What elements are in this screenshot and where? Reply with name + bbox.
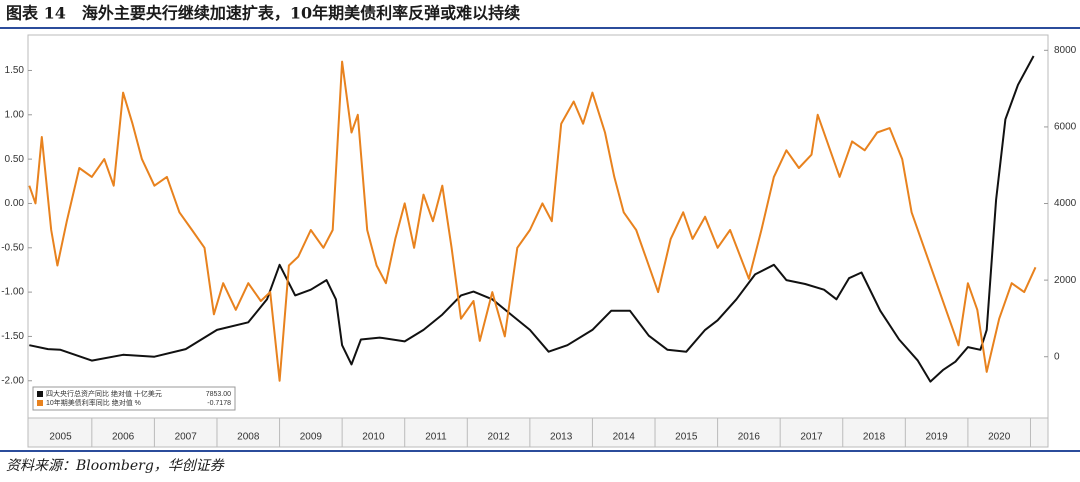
- chart-title: 图表 14 海外主要央行继续加速扩表，10年期美债利率反弹或难以持续: [6, 4, 520, 23]
- plot-area: [27, 34, 1049, 419]
- y-tick-label: -0.50: [1, 242, 24, 253]
- x-tick-label: 2016: [738, 432, 761, 443]
- x-tick-label: 2019: [925, 432, 948, 443]
- source-note: 资料来源：Bloomberg，华创证券: [6, 458, 225, 474]
- y-tick-label: -1.50: [1, 331, 24, 342]
- x-tick-label: 2013: [550, 432, 573, 443]
- y-tick-label: 1.00: [5, 109, 25, 120]
- x-tick-label: 2012: [487, 432, 510, 443]
- x-tick-label: 2011: [425, 432, 447, 443]
- x-tick-label: 2005: [49, 432, 72, 443]
- x-tick-label: 2018: [863, 432, 886, 443]
- y2-tick-label: 8000: [1054, 45, 1077, 56]
- x-axis-band: [27, 417, 1049, 448]
- x-tick-label: 2009: [300, 432, 323, 443]
- x-tick-label: 2010: [362, 432, 385, 443]
- x-tick-label: 2007: [175, 432, 198, 443]
- legend-swatch: [37, 391, 43, 397]
- legend-value: -0.7178: [207, 400, 231, 407]
- x-tick-label: 2008: [237, 432, 260, 443]
- x-tick-label: 2020: [988, 432, 1011, 443]
- y-tick-label: -1.00: [1, 287, 24, 298]
- legend-box: [32, 386, 236, 411]
- x-tick-label: 2014: [613, 432, 636, 443]
- y-tick-label: 0.50: [5, 154, 25, 165]
- y2-tick-label: 6000: [1054, 122, 1077, 133]
- legend-swatch: [37, 400, 43, 406]
- y-tick-label: 1.50: [5, 65, 25, 76]
- y2-tick-label: 0: [1054, 351, 1060, 362]
- x-tick-label: 2017: [800, 432, 823, 443]
- legend-label: 四大央行总资产同比 绝对值 十亿美元: [46, 389, 162, 398]
- y-tick-label: 0.00: [5, 198, 25, 209]
- legend-label: 10年期美债利率同比 绝对值 %: [46, 398, 141, 407]
- x-tick-label: 2006: [112, 432, 135, 443]
- x-tick-label: 2015: [675, 432, 698, 443]
- legend: 四大央行总资产同比 绝对值 十亿美元 7853.00 10年期美债利率同比 绝对值 …: [32, 386, 236, 411]
- y2-tick-label: 2000: [1054, 275, 1077, 286]
- y2-tick-label: 4000: [1054, 198, 1077, 209]
- y-tick-label: -2.00: [1, 375, 24, 386]
- legend-value: 7853.00: [206, 391, 231, 398]
- series-line: [28, 60, 1037, 382]
- series-line: [29, 55, 1035, 383]
